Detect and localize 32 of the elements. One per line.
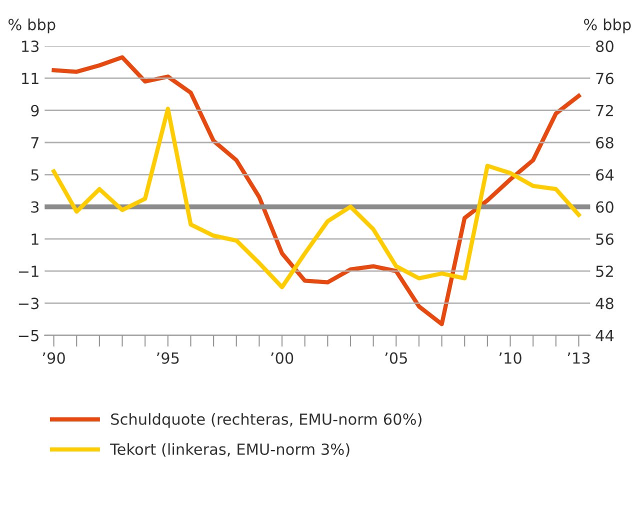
y-tick-label: −5	[18, 330, 38, 342]
y-axis-title: % bbp	[8, 18, 56, 34]
y2-tick-label: 56	[596, 233, 614, 245]
y-tick-label: −3	[18, 298, 39, 310]
x-tick-label: ’13	[568, 352, 590, 364]
y-tick-label: 3	[31, 201, 39, 213]
y2-tick-label: 60	[596, 201, 614, 213]
x-tick-label: ’90	[42, 352, 65, 364]
y-tick-label: 7	[31, 137, 38, 148]
y2-tick-label: 48	[596, 298, 614, 310]
y2-tick-label: 68	[596, 136, 614, 149]
y2-tick-label: 80	[596, 40, 614, 52]
y2-tick-label: 44	[596, 330, 614, 342]
y-tick-label: −1	[18, 266, 38, 277]
legend-label: Tekort (linkeras, EMU-norm 3%)	[110, 443, 350, 457]
line-series	[52, 106, 581, 290]
y-tick-label: 13	[22, 40, 39, 52]
y-tick-label: 9	[31, 104, 39, 116]
x-tick-label: ’00	[271, 352, 294, 364]
x-tick-label: ’95	[157, 352, 179, 364]
y-tick-label: 11	[22, 72, 38, 84]
y2-tick-label: 72	[596, 104, 613, 116]
legend-label: Schuldquote (rechteras, EMU-norm 60%)	[111, 413, 422, 428]
y2-tick-label: 76	[596, 72, 614, 84]
y-tick-label: 5	[31, 169, 38, 181]
x-tick-label: ’10	[499, 352, 522, 364]
y2-axis-title: % bbp	[584, 18, 631, 34]
y2-tick-label: 52	[596, 266, 613, 278]
x-tick-label: ’05	[385, 352, 407, 364]
y-tick-label: 1	[32, 234, 38, 245]
y2-tick-label: 64	[596, 169, 614, 181]
line-series	[52, 55, 581, 326]
